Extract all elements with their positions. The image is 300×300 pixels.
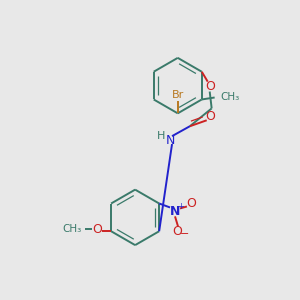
Text: O: O — [92, 223, 102, 236]
Text: −: − — [180, 229, 190, 239]
Text: CH₃: CH₃ — [62, 224, 81, 234]
Text: Br: Br — [172, 89, 184, 100]
Text: O: O — [205, 110, 214, 123]
Text: H: H — [157, 131, 165, 141]
Text: O: O — [186, 197, 196, 210]
Text: O: O — [172, 225, 182, 238]
Text: +: + — [178, 202, 184, 211]
Text: CH₃: CH₃ — [220, 92, 240, 103]
Text: N: N — [165, 134, 175, 147]
Text: O: O — [205, 80, 214, 93]
Text: N: N — [170, 205, 180, 218]
